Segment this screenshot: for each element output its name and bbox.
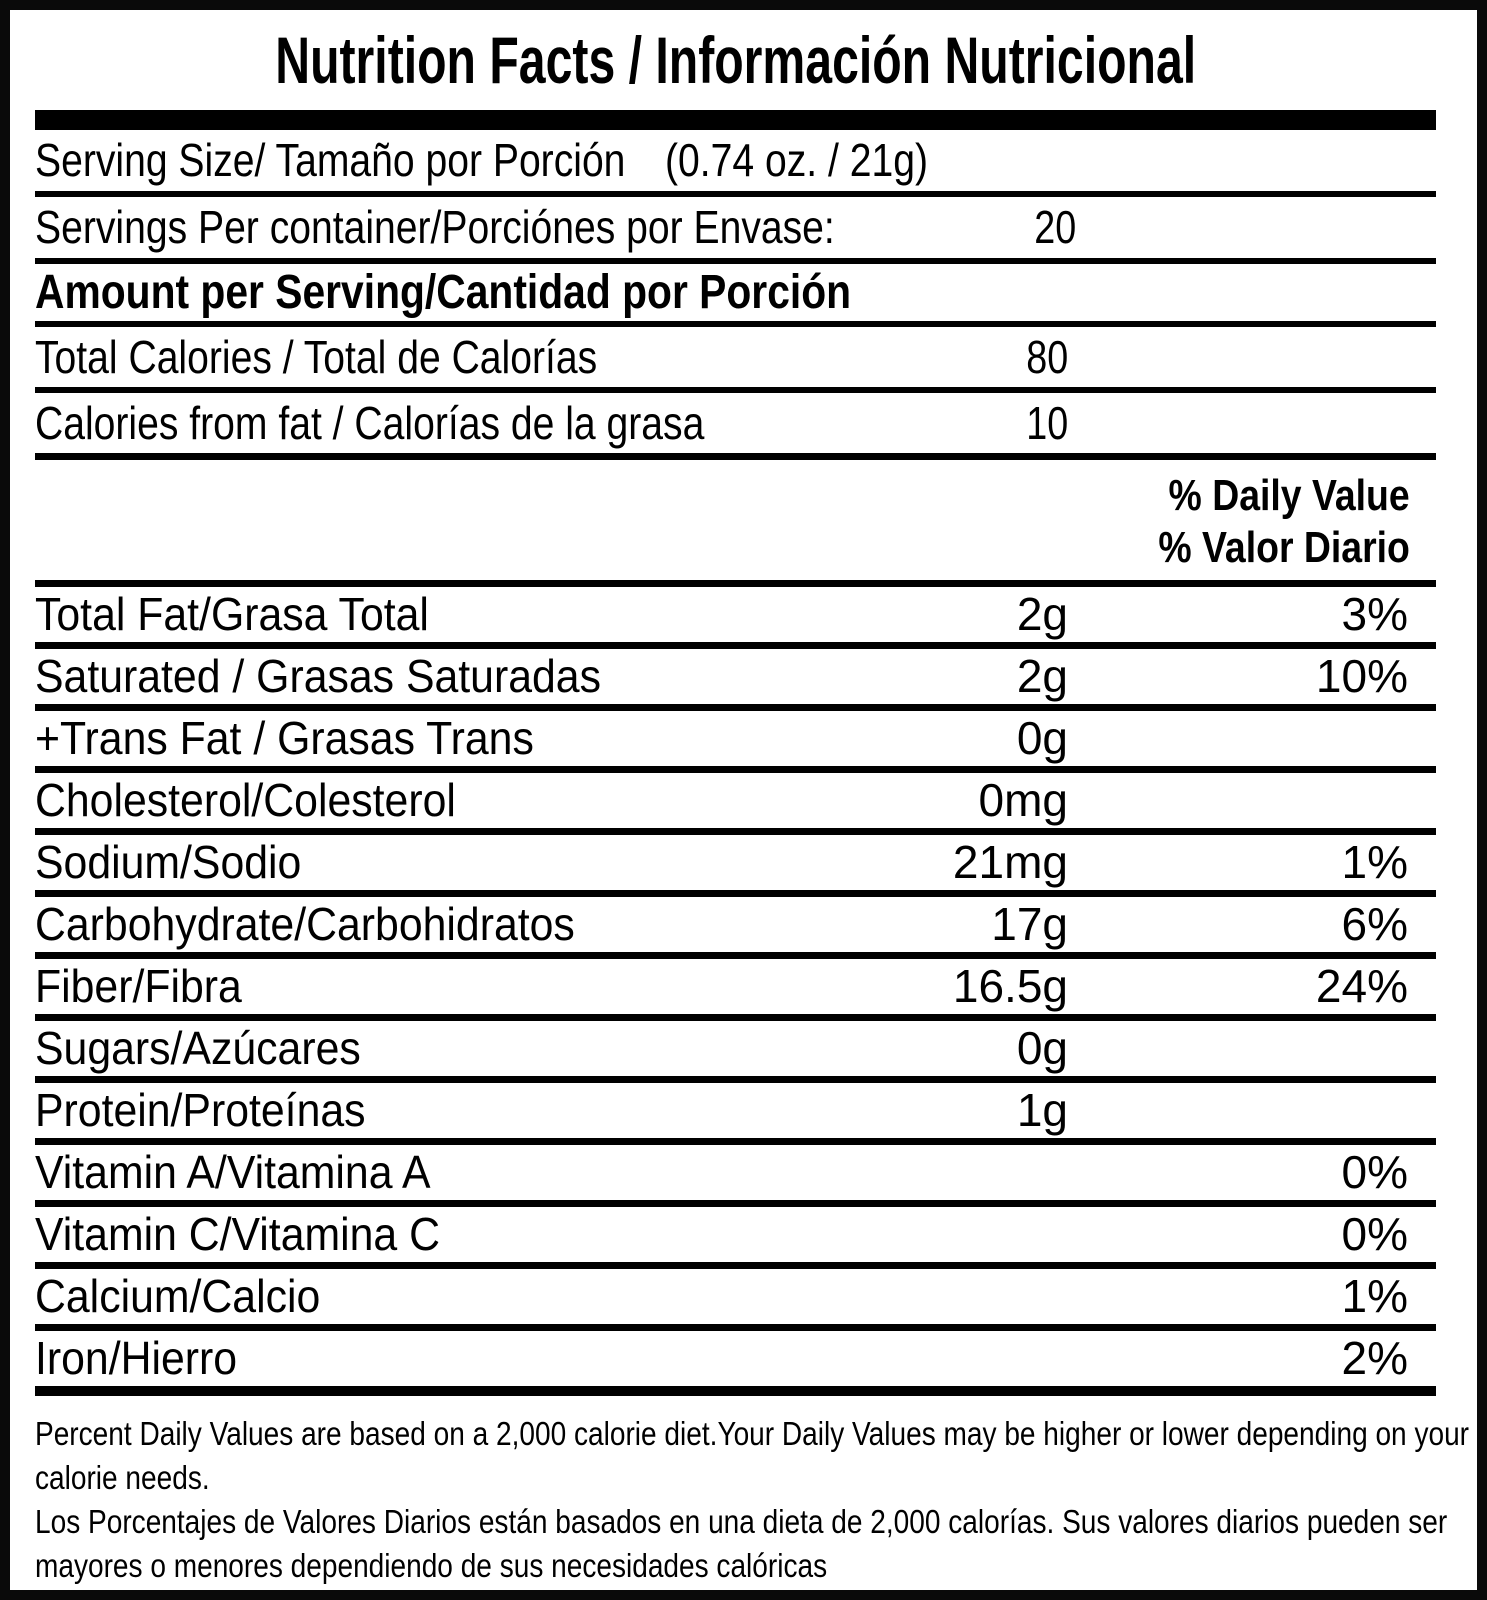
amount-per-serving-text: Amount per Serving/Cantidad por Porción <box>35 266 852 319</box>
nutrient-row: Fiber/Fibra 16.5g 24% <box>35 959 1436 1021</box>
nutrients-table: Total Fat/Grasa Total 2g 3% Saturated / … <box>35 587 1436 1396</box>
nutrient-label: Sugars/Azúcares <box>35 1022 361 1074</box>
nutrient-row: Carbohydrate/Carbohidratos 17g 6% <box>35 897 1436 959</box>
calories-from-fat-value: 10 <box>1026 397 1068 449</box>
footnote-line: Los Porcentajes de Valores Diarios están… <box>35 1500 1447 1544</box>
nutrient-label: Vitamin C/Vitamina C <box>35 1208 441 1260</box>
nutrient-amount: 17g <box>991 898 1068 950</box>
nutrient-row: Calcium/Calcio 1% <box>35 1269 1436 1331</box>
serving-size-value: (0.74 oz. / 21g) <box>665 134 928 186</box>
nutrient-row: Iron/Hierro 2% <box>35 1331 1436 1396</box>
calories-from-fat-row: Calories from fat / Calorías de la grasa… <box>35 393 1436 453</box>
nutrient-label: Carbohydrate/Carbohidratos <box>35 898 575 950</box>
title-separator-bar <box>35 110 1436 130</box>
footnote: Percent Daily Values are based on a 2,00… <box>35 1396 1469 1588</box>
daily-value-header-en: % Daily Value <box>35 470 1436 522</box>
footnote-text: Percent Daily Values are based on a 2,00… <box>35 1415 1470 1452</box>
label-header: Nutrition Facts / Información Nutriciona… <box>35 10 1436 110</box>
total-calories-value: 80 <box>1026 331 1068 383</box>
nutrient-label: Vitamin A/Vitamina A <box>35 1146 431 1198</box>
footnote-line: mayores o menores dependiendo de sus nec… <box>35 1544 1436 1588</box>
nutrient-amount: 2g <box>1016 650 1068 702</box>
daily-value-header-es: % Valor Diario <box>35 522 1436 574</box>
nutrient-daily-value: 10% <box>1315 650 1408 702</box>
nutrient-amount: 0g <box>1016 1022 1068 1074</box>
nutrient-daily-value: 24% <box>1315 960 1408 1012</box>
daily-value-header-es-text: % Valor Diario <box>1158 523 1410 572</box>
nutrient-row: Saturated / Grasas Saturadas 2g 10% <box>35 649 1436 711</box>
divider <box>35 258 1436 264</box>
servings-per-container-label: Servings Per container/Porciónes por Env… <box>35 201 835 253</box>
label-title: Nutrition Facts / Información Nutriciona… <box>275 23 1196 97</box>
footnote-text: mayores o menores dependiendo de sus nec… <box>35 1547 828 1584</box>
serving-size-label: Serving Size/ Tamaño por Porción <box>35 134 626 186</box>
nutrient-label: Iron/Hierro <box>35 1332 238 1384</box>
serving-size-row: Serving Size/ Tamaño por Porción (0.74 o… <box>35 130 1436 191</box>
divider <box>35 453 1436 460</box>
total-calories-label: Total Calories / Total de Calorías <box>35 331 598 383</box>
divider <box>35 580 1436 587</box>
nutrient-daily-value: 0% <box>1341 1208 1408 1260</box>
nutrient-amount: 2g <box>1016 588 1068 640</box>
nutrient-label: Total Fat/Grasa Total <box>35 588 429 640</box>
label-content: Nutrition Facts / Información Nutriciona… <box>10 10 1477 1588</box>
nutrient-row: Sodium/Sodio 21mg 1% <box>35 835 1436 897</box>
servings-per-container-value: 20 <box>1034 201 1076 253</box>
nutrient-label: Calcium/Calcio <box>35 1270 321 1322</box>
divider <box>35 387 1436 393</box>
nutrient-label: Cholesterol/Colesterol <box>35 774 456 826</box>
nutrient-row: Vitamin A/Vitamina A 0% <box>35 1145 1436 1207</box>
nutrient-amount: 1g <box>1016 1084 1068 1136</box>
nutrient-row: Sugars/Azúcares 0g <box>35 1021 1436 1083</box>
daily-value-header-en-text: % Daily Value <box>1168 471 1410 520</box>
nutrient-label: Saturated / Grasas Saturadas <box>35 650 601 702</box>
nutrient-label: Fiber/Fibra <box>35 960 242 1012</box>
nutrient-amount: 16.5g <box>952 960 1068 1012</box>
footnote-text: calorie needs. <box>35 1459 210 1496</box>
nutrient-daily-value: 1% <box>1341 836 1408 888</box>
nutrient-daily-value: 1% <box>1341 1270 1408 1322</box>
nutrient-row: Protein/Proteínas 1g <box>35 1083 1436 1145</box>
amount-per-serving-header: Amount per Serving/Cantidad por Porción <box>35 264 1436 321</box>
nutrient-amount: 21mg <box>952 836 1068 888</box>
nutrient-daily-value: 3% <box>1341 588 1408 640</box>
nutrient-daily-value: 2% <box>1341 1332 1408 1384</box>
nutrient-label: +Trans Fat / Grasas Trans <box>35 712 534 764</box>
total-calories-row: Total Calories / Total de Calorías 80 <box>35 327 1436 387</box>
nutrient-label: Sodium/Sodio <box>35 836 302 888</box>
daily-value-header-block: % Daily Value % Valor Diario <box>35 460 1436 580</box>
footnote-line: calorie needs. <box>35 1456 1436 1500</box>
divider <box>35 191 1436 197</box>
nutrient-label: Protein/Proteínas <box>35 1084 366 1136</box>
nutrient-row: Vitamin C/Vitamina C 0% <box>35 1207 1436 1269</box>
calories-from-fat-label: Calories from fat / Calorías de la grasa <box>35 397 705 449</box>
nutrient-daily-value: 0% <box>1341 1146 1408 1198</box>
nutrient-row: +Trans Fat / Grasas Trans 0g <box>35 711 1436 773</box>
nutrient-row: Cholesterol/Colesterol 0mg <box>35 773 1436 835</box>
nutrient-row: Total Fat/Grasa Total 2g 3% <box>35 587 1436 649</box>
nutrient-amount: 0mg <box>978 774 1068 826</box>
footnote-line: Percent Daily Values are based on a 2,00… <box>35 1412 1469 1456</box>
nutrient-daily-value: 6% <box>1341 898 1408 950</box>
divider <box>35 321 1436 327</box>
nutrient-amount: 0g <box>1016 712 1068 764</box>
servings-per-container-row: Servings Per container/Porciónes por Env… <box>35 197 1436 258</box>
footnote-text: Los Porcentajes de Valores Diarios están… <box>35 1503 1448 1540</box>
